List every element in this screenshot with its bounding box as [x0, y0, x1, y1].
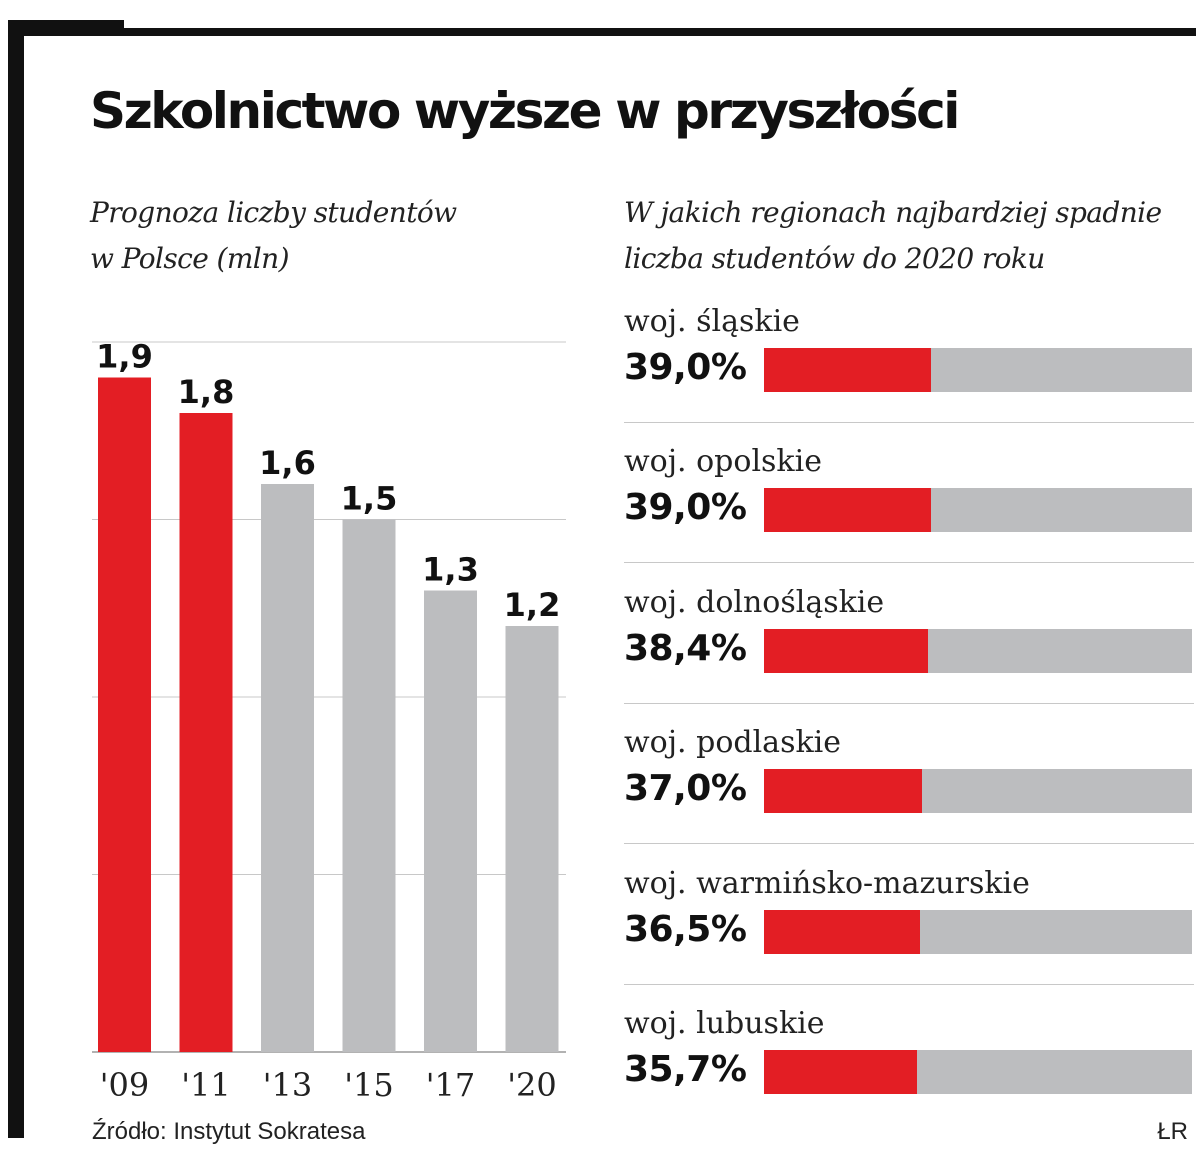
bar-4	[424, 590, 477, 1052]
x-tick-label-4: '17	[426, 1066, 476, 1104]
region-row-1: woj. opolskie 39,0%	[624, 444, 1194, 564]
region-bar-track-3	[764, 769, 1192, 814]
frame-top-rule	[124, 28, 1196, 36]
regions-chart-title: W jakich regionach najbardziej spadnie l…	[624, 190, 1162, 282]
bar-1	[179, 413, 233, 1052]
bar-0	[98, 377, 151, 1052]
bar-value-label-1: 1,8	[178, 373, 235, 411]
region-row-4: woj. warmińsko-mazurskie 36,5%	[624, 865, 1194, 985]
bar-value-label-0: 1,9	[96, 338, 153, 376]
region-bar-fill-2	[764, 628, 929, 673]
x-tick-label-3: '15	[344, 1066, 394, 1104]
region-bar-fill-0	[764, 348, 931, 392]
regions-chart-title-line-2: liczba studentów do 2020 roku	[624, 242, 1045, 275]
region-name-3: woj. podlaskie	[624, 725, 841, 761]
bar-2	[261, 484, 314, 1052]
region-bar-track-4	[764, 909, 1192, 954]
region-bar-track-0	[764, 348, 1192, 392]
frame-corner-bar	[8, 20, 124, 36]
region-value-2: 38,4%	[624, 627, 747, 669]
region-name-4: woj. warmińsko-mazurskie	[624, 865, 1030, 901]
region-bar-fill-1	[764, 488, 931, 533]
region-value-4: 36,5%	[624, 908, 747, 950]
x-tick-label-2: '13	[263, 1066, 313, 1104]
bar-value-label-3: 1,5	[341, 480, 398, 518]
regions-chart-title-line-1: W jakich regionach najbardziej spadnie	[624, 196, 1162, 229]
region-separator-4	[624, 983, 1194, 985]
region-name-2: woj. dolnośląskie	[624, 584, 885, 620]
region-value-3: 37,0%	[624, 768, 747, 810]
x-tick-label-0: '09	[100, 1066, 150, 1104]
bar-chart-title: Prognoza liczby studentów w Polsce (mln)	[90, 190, 457, 282]
bar-chart-title-line-1: Prognoza liczby studentów	[90, 196, 457, 229]
region-separator-0	[624, 422, 1194, 423]
bar-3	[342, 519, 396, 1052]
bar-chart-title-line-2: w Polsce (mln)	[90, 242, 290, 275]
bar-value-label-2: 1,6	[259, 444, 316, 482]
x-tick-label-5: '20	[507, 1066, 557, 1104]
region-name-1: woj. opolskie	[624, 444, 822, 480]
source-note: Źródło: Instytut Sokratesa	[92, 1118, 366, 1145]
author-credit: ŁR	[1157, 1118, 1188, 1145]
region-bar-track-1	[764, 488, 1192, 533]
region-bar-fill-5	[764, 1050, 917, 1094]
bar-value-label-4: 1,3	[422, 551, 479, 589]
region-bar-track-2	[764, 628, 1192, 673]
region-row-3: woj. podlaskie 37,0%	[624, 725, 1194, 845]
region-value-0: 39,0%	[624, 347, 747, 388]
region-row-0: woj. śląskie 39,0%	[624, 304, 1194, 423]
region-row-5: woj. lubuskie 35,7%	[624, 1006, 1194, 1116]
region-row-2: woj. dolnośląskie 38,4%	[624, 584, 1194, 704]
region-name-5: woj. lubuskie	[624, 1006, 825, 1041]
region-value-1: 39,0%	[624, 487, 747, 529]
region-separator-2	[624, 702, 1194, 704]
region-bar-track-5	[764, 1050, 1192, 1094]
region-value-5: 35,7%	[624, 1049, 747, 1090]
bar-value-label-5: 1,2	[504, 586, 561, 624]
frame-left-bar	[8, 20, 24, 1138]
x-tick-label-1: '11	[181, 1066, 231, 1104]
region-bar-fill-4	[764, 909, 921, 954]
page-title: Szkolnictwo wyższe w przyszłości	[90, 82, 960, 140]
region-separator-1	[624, 562, 1194, 564]
bar-5	[505, 626, 559, 1052]
region-separator-3	[624, 843, 1194, 845]
region-name-0: woj. śląskie	[624, 304, 800, 339]
region-bar-fill-3	[764, 769, 923, 814]
students-bar-chart: 1,9 '09 1,8 '11 1,6 '13 1,5 '15 1,3 '17 1,2 '20	[92, 338, 566, 1104]
